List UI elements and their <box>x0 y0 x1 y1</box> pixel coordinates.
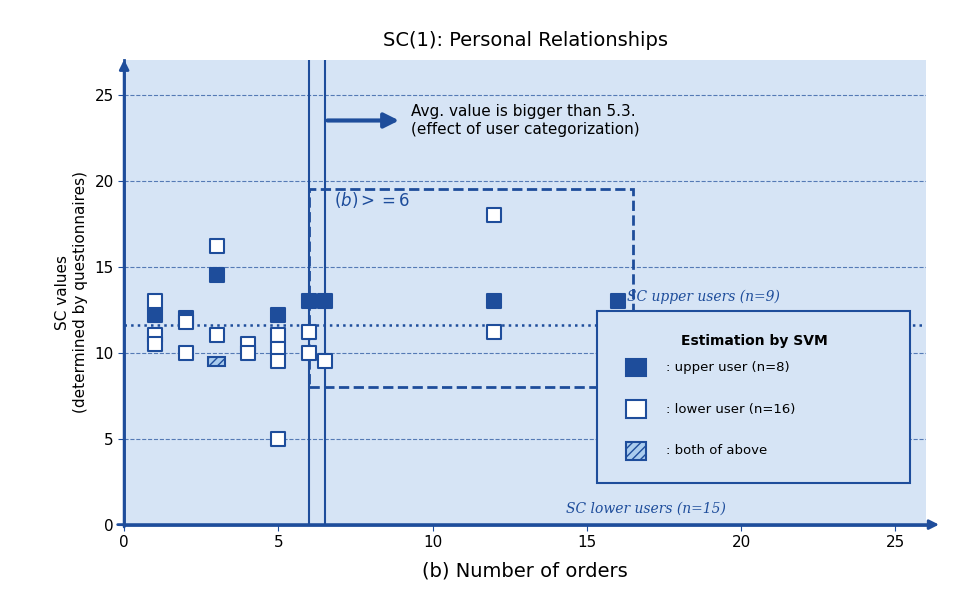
Point <box>179 314 194 323</box>
Point <box>179 348 194 358</box>
Point <box>317 356 332 366</box>
Text: : lower user (n=16): : lower user (n=16) <box>666 403 795 415</box>
Point <box>302 327 317 337</box>
Text: : upper user (n=8): : upper user (n=8) <box>666 361 789 374</box>
Point <box>302 348 317 358</box>
Point <box>147 330 162 340</box>
Point <box>487 296 502 306</box>
Text: Estimation by SVM: Estimation by SVM <box>681 334 827 349</box>
Point <box>610 344 626 354</box>
FancyBboxPatch shape <box>598 311 910 483</box>
FancyBboxPatch shape <box>626 359 646 376</box>
Point <box>147 296 162 306</box>
Point <box>271 356 286 366</box>
Point <box>147 310 162 320</box>
Bar <box>208 356 225 366</box>
Point <box>487 210 502 220</box>
Point <box>240 348 255 358</box>
Text: SC lower users (n=15): SC lower users (n=15) <box>566 502 726 516</box>
Title: SC(1): Personal Relationships: SC(1): Personal Relationships <box>383 31 668 51</box>
Point <box>240 339 255 349</box>
Point <box>610 296 626 306</box>
Point <box>302 296 317 306</box>
X-axis label: (b) Number of orders: (b) Number of orders <box>422 561 628 580</box>
Text: : both of above: : both of above <box>666 444 767 458</box>
Text: Avg. value is bigger than 5.3.
(effect of user categorization): Avg. value is bigger than 5.3. (effect o… <box>411 104 640 137</box>
FancyBboxPatch shape <box>626 400 646 418</box>
Point <box>271 310 286 320</box>
Point <box>147 339 162 349</box>
Point <box>209 330 224 340</box>
Point <box>209 241 224 251</box>
Point <box>271 344 286 354</box>
Bar <box>309 189 633 387</box>
Text: $(b)>=6$: $(b)>=6$ <box>334 191 410 210</box>
Point <box>209 270 224 280</box>
Text: SC upper users (n=9): SC upper users (n=9) <box>627 289 780 304</box>
Point <box>179 317 194 326</box>
Y-axis label: SC values
(determined by questionnaires): SC values (determined by questionnaires) <box>55 171 88 414</box>
FancyBboxPatch shape <box>626 442 646 459</box>
Point <box>271 330 286 340</box>
Point <box>271 434 286 443</box>
Point <box>487 327 502 337</box>
Point <box>317 296 332 306</box>
